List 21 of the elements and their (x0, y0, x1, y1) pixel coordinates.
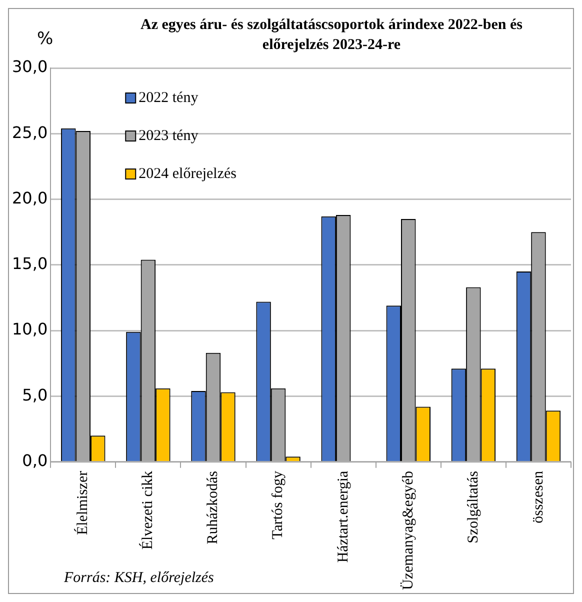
x-tick-label: Ruházkodás (205, 470, 222, 544)
x-tick-label: Üzemanyag&egyéb (399, 470, 416, 590)
x-tick-label: Szolgáltatás (465, 470, 482, 544)
y-axis-title: % (37, 29, 54, 49)
legend-label: 2023 tény (138, 128, 199, 144)
y-tick-label: 5,0 (22, 385, 48, 404)
y-tick-label: 30,0 (12, 57, 48, 76)
y-tick-label: 25,0 (12, 122, 48, 142)
x-tick-label: Élelmiszer (74, 470, 92, 536)
x-tick-label: Tartós fogy (270, 470, 286, 540)
text: Forrás: KSH, előrejelzés (64, 570, 214, 587)
y-tick-label: 0,0 (22, 451, 48, 470)
chart-title: Az egyes áru- és szolgáltatáscsoportok árindexe 2022-ben és előrejelzés 2023-24-re (139, 16, 524, 55)
y-tick-label: 20,0 (12, 188, 48, 208)
x-tick-label: Élvezeti cikk (139, 470, 156, 550)
y-tick-label: 15,0 (12, 254, 48, 274)
legend-label: 2024 előrejelzés (138, 166, 237, 182)
x-tick-label: Háztart.energia (335, 470, 352, 563)
legend-label: 2022 tény (138, 90, 199, 106)
y-tick-label: 10,0 (12, 320, 48, 339)
x-tick-label: összesen (530, 470, 546, 524)
